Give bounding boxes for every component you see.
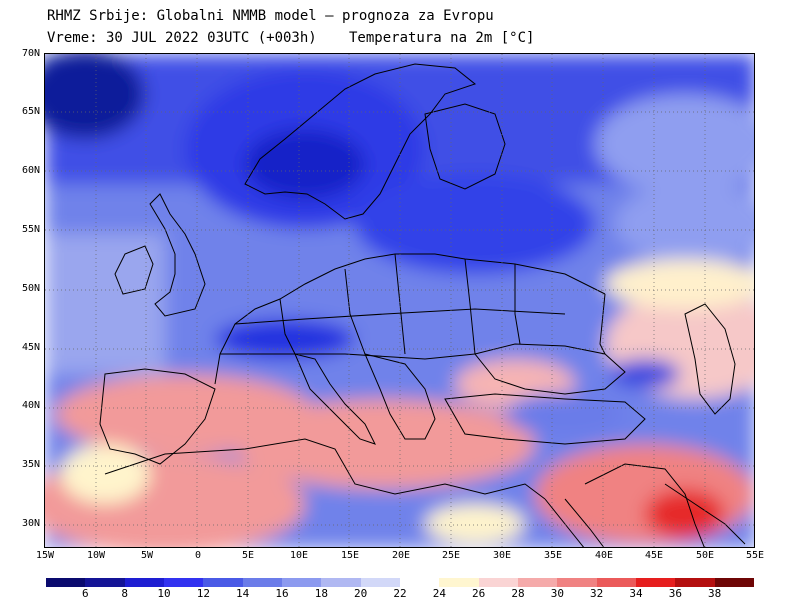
lat-label-45n: 45N [21,342,40,353]
colorbar-label: 8 [121,587,128,600]
parameter-label: Temperatura na 2m [°C] [349,30,535,46]
colorbar-label: 16 [275,587,289,600]
lon-label-5w: 5W [140,550,154,561]
lon-label-10w: 10W [86,550,106,561]
colorbar-segment [478,578,519,587]
lon-label-35e: 35E [543,550,563,561]
colorbar-segment [557,578,598,587]
lat-label-70n: 70N [21,48,40,59]
colorbar-label: 20 [354,587,368,600]
lon-label-25e: 25E [441,550,461,561]
colorbar-segment [85,578,126,587]
colorbar-label: 18 [314,587,328,600]
lon-label-50e: 50E [695,550,715,561]
lat-label-50n: 50N [21,283,40,294]
lat-label-60n: 60N [21,165,40,176]
colorbar-segment [400,578,440,587]
colorbar-segment [282,578,322,587]
colorbar-label: 28 [511,587,525,600]
temperature-colorbar [46,578,755,587]
graticule [45,54,754,547]
lat-label-65n: 65N [21,106,40,117]
colorbar-segment [242,578,283,587]
forecast-time: Vreme: 30 JUL 2022 03UTC (+003h) [47,30,317,46]
colorbar-segment [124,578,165,587]
colorbar-segment [321,578,362,587]
colorbar-segment [164,578,204,587]
colorbar-label: 22 [393,587,407,600]
colorbar-label: 34 [629,587,643,600]
temperature-map [44,53,755,548]
lon-label-45e: 45E [644,550,664,561]
colorbar-segment [675,578,716,587]
lon-label-20e: 20E [391,550,411,561]
colorbar-label: 6 [82,587,89,600]
colorbar-label: 12 [196,587,210,600]
map-title: RHMZ Srbije: Globalni NMMB model — progn… [47,8,494,24]
temperature-field [45,54,754,547]
lon-label-40e: 40E [594,550,614,561]
colorbar-segment [203,578,244,587]
colorbar-label: 32 [590,587,604,600]
colorbar-segment [439,578,480,587]
lon-label-30e: 30E [492,550,512,561]
colorbar-label: 30 [550,587,564,600]
lon-label-10e: 10E [289,550,309,561]
forecast-info-line: Vreme: 30 JUL 2022 03UTC (+003h) Temperat… [47,30,534,46]
lon-label-55e: 55E [745,550,765,561]
colorbar-segment [596,578,637,587]
colorbar-label: 24 [432,587,446,600]
colorbar-label: 36 [668,587,682,600]
colorbar-segment [714,578,755,587]
colorbar-segment [360,578,401,587]
colorbar-label: 14 [236,587,250,600]
colorbar-label: 26 [472,587,486,600]
lon-label-0: 0 [194,550,202,561]
lat-label-35n: 35N [21,459,40,470]
lon-label-5e: 5E [241,550,255,561]
colorbar-segment [636,578,676,587]
colorbar-label: 38 [708,587,722,600]
lat-label-55n: 55N [21,224,40,235]
colorbar-segment [46,578,86,587]
lat-label-40n: 40N [21,400,40,411]
lon-label-15e: 15E [340,550,360,561]
colorbar-label: 10 [157,587,171,600]
lon-label-15w: 15W [35,550,55,561]
colorbar-segment [518,578,558,587]
coastlines [99,63,746,547]
lat-label-30n: 30N [21,518,40,529]
